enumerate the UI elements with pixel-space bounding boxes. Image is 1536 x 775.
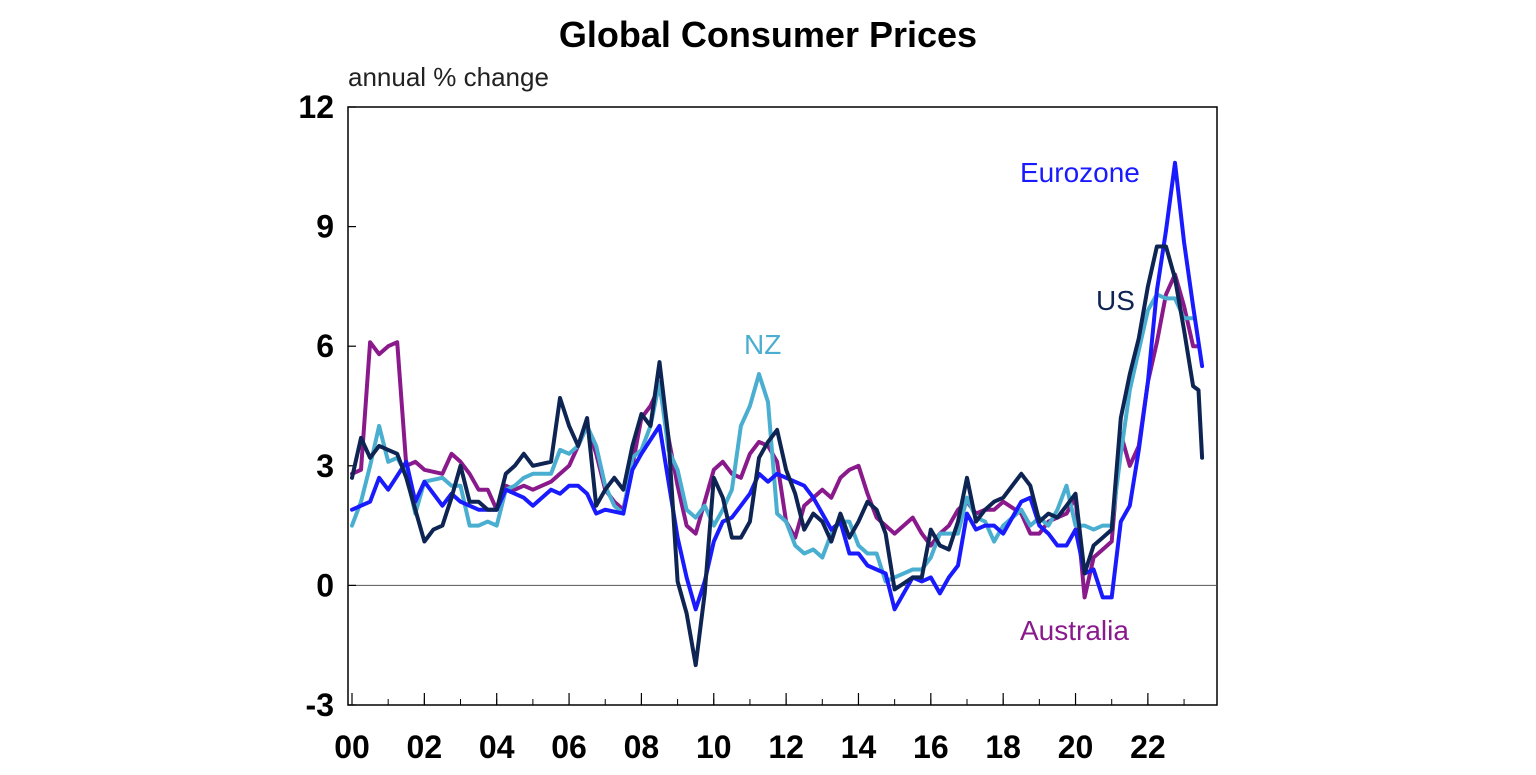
series-line-nz (350, 292, 1196, 584)
y-axis-label: annual % change (348, 62, 549, 92)
x-tick-label: 16 (913, 729, 949, 765)
series-line-australia (350, 272, 1201, 600)
plot-frame (347, 106, 1218, 706)
series-label-nz: NZ (744, 329, 781, 360)
x-tick-label: 00 (334, 729, 370, 765)
x-tick-label: 22 (1130, 729, 1166, 765)
y-tick-label: 12 (298, 89, 334, 125)
chart-title: Global Consumer Prices (558, 14, 978, 55)
series-label-us: US (1096, 285, 1135, 316)
x-tick-label: 18 (985, 729, 1021, 765)
x-tick-label: 02 (407, 729, 443, 765)
x-tick-label: 12 (768, 729, 804, 765)
series-line-us (350, 244, 1205, 668)
series-label-eurozone: Eurozone (1020, 157, 1140, 188)
y-tick-label: 9 (316, 209, 334, 245)
x-tick-label: 20 (1058, 729, 1094, 765)
x-tick-label: 04 (479, 729, 515, 765)
y-tick-label: -3 (306, 687, 334, 723)
x-tick-label: 14 (841, 729, 877, 765)
y-tick-label: 3 (316, 448, 334, 484)
x-tick-label: 08 (624, 729, 660, 765)
x-tick-label: 10 (696, 729, 732, 765)
y-tick-label: 0 (316, 567, 334, 603)
y-tick-label: 6 (316, 328, 334, 364)
series-line-eurozone (350, 160, 1205, 612)
series-label-australia: Australia (1020, 615, 1129, 646)
x-tick-label: 06 (551, 729, 587, 765)
